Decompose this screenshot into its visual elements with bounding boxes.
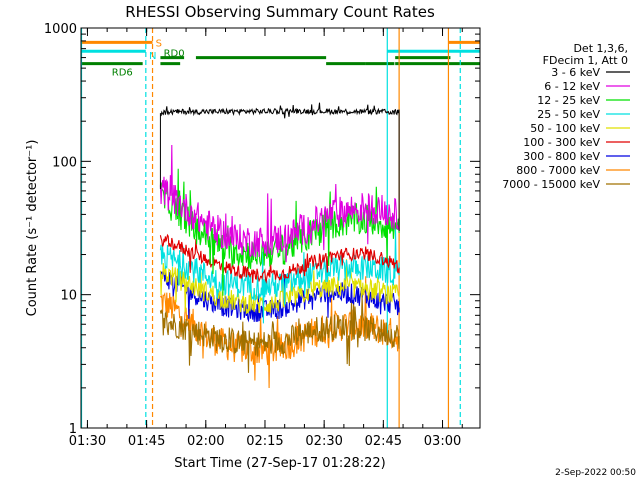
legend-label-6-12-kev: 6 - 12 keV — [544, 80, 600, 93]
x-tick-label-03-00: 03:00 — [424, 434, 461, 449]
legend-label-12-25-kev: 12 - 25 keV — [537, 94, 600, 107]
x-axis-label: Start Time (27-Sep-17 01:28:22) — [174, 456, 385, 471]
state-label-rd0: RD0 — [164, 49, 185, 60]
series-lines — [159, 102, 400, 389]
x-tick-label-02-30: 02:30 — [305, 434, 342, 449]
series-line-3-6-kev — [160, 102, 400, 119]
series-line-50-100-kev — [159, 259, 400, 314]
y-tick-label-1: 1 — [69, 422, 77, 437]
series-line-12-25-kev — [159, 168, 400, 296]
legend-label-7000-15000-kev: 7000 - 15000 keV — [502, 178, 600, 191]
y-tick-label-10: 10 — [60, 289, 77, 304]
series-line-6-12-kev — [159, 144, 400, 263]
timestamp: 2-Sep-2022 00:50 — [555, 468, 636, 478]
plot-frame — [80, 27, 481, 429]
legend-label-800-7000-kev: 800 - 7000 keV — [516, 164, 600, 177]
legend-header-1: FDecim 1, Att 0 — [543, 54, 628, 67]
series-line-25-50-kev — [159, 227, 400, 324]
y-axis-label: Count Rate (s⁻¹ detector⁻¹) — [25, 140, 40, 317]
legend-label-100-300-kev: 100 - 300 keV — [523, 136, 600, 149]
state-bars: SNRD0RD6 — [81, 38, 480, 79]
x-axis: 01:30 01:45 02:00 02:15 02:30 02:45 03:00 — [69, 28, 463, 449]
state-label-s: S — [156, 38, 162, 49]
x-tick-label-01-30: 01:30 — [69, 434, 106, 449]
legend-label-300-800-kev: 300 - 800 keV — [523, 150, 600, 163]
series-line-7000-15000-kev — [159, 296, 400, 373]
y-axis: 1 10 100 1000 — [44, 22, 480, 437]
series-line-100-300-kev — [159, 233, 400, 284]
x-tick-label-01-45: 01:45 — [128, 434, 165, 449]
vertical-markers — [80, 28, 461, 428]
x-tick-label-02-00: 02:00 — [187, 434, 224, 449]
legend-header-0: Det 1,3,6, — [573, 42, 628, 55]
chart-title: RHESSI Observing Summary Count Rates — [125, 3, 435, 21]
legend-label-25-50-kev: 25 - 50 keV — [537, 108, 600, 121]
legend-label-50-100-kev: 50 - 100 keV — [530, 122, 600, 135]
y-tick-label-100: 100 — [52, 155, 77, 170]
state-label-rd6: RD6 — [112, 68, 133, 79]
x-tick-label-02-45: 02:45 — [365, 434, 402, 449]
y-tick-label-1000: 1000 — [44, 22, 77, 37]
x-tick-label-02-15: 02:15 — [246, 434, 283, 449]
legend-label-3-6-kev: 3 - 6 keV — [551, 66, 600, 79]
